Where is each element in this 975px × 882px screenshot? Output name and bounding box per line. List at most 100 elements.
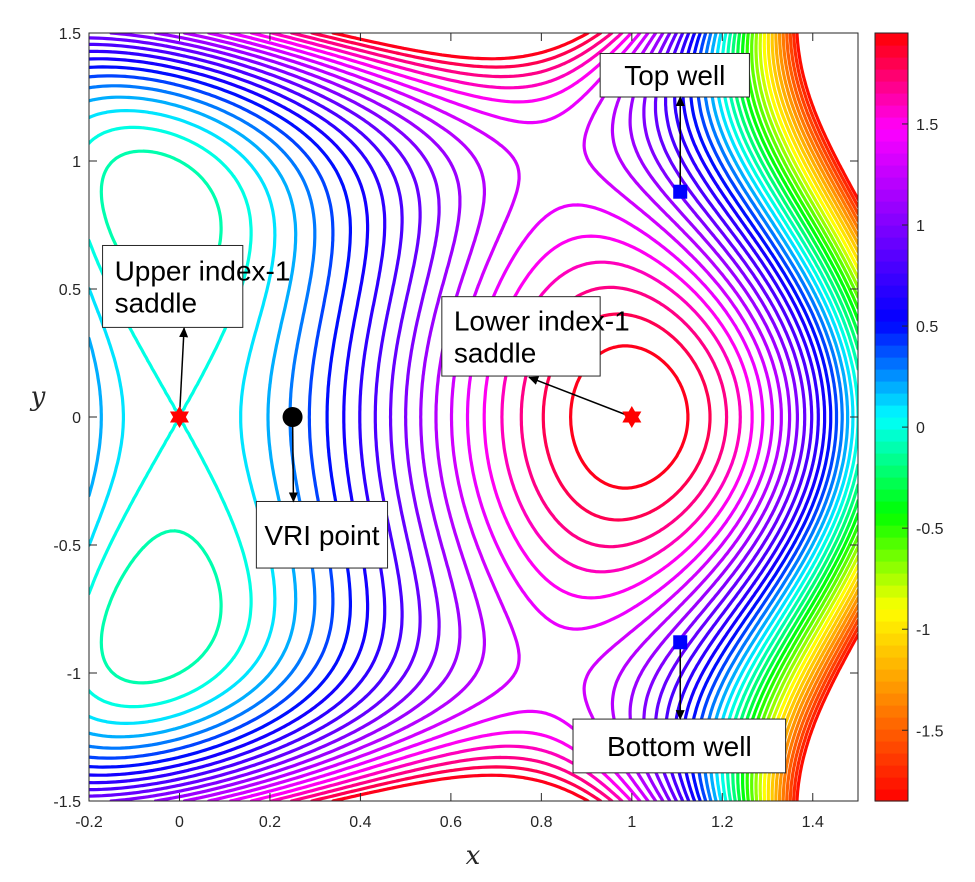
colorbar-segment-14 — [875, 621, 908, 634]
colorbar-segment-9 — [875, 681, 908, 694]
point-markers — [169, 184, 688, 650]
y-tick-label-6: 1.5 — [59, 26, 81, 43]
colorbar-segment-63 — [875, 33, 908, 46]
colorbar-segment-56 — [875, 117, 908, 130]
colorbar-segment-35 — [875, 369, 908, 382]
colorbar-segment-22 — [875, 525, 908, 538]
annotation-text-upper-0: Upper index-1 — [115, 255, 291, 286]
colorbar-segment-53 — [875, 153, 908, 166]
y-axis-label: y — [30, 382, 46, 412]
annotation-text-vri-0: VRI point — [264, 520, 379, 551]
colorbar-segment-2 — [875, 765, 908, 778]
colorbar-segment-18 — [875, 573, 908, 586]
colorbar-segment-11 — [875, 657, 908, 670]
contour-line-21 — [89, 33, 844, 801]
colorbar-tick-label-5: 1 — [916, 218, 925, 235]
colorbar-segment-36 — [875, 357, 908, 370]
colorbar-segment-49 — [875, 201, 908, 214]
colorbar-segment-26 — [875, 477, 908, 490]
colorbar-segment-51 — [875, 177, 908, 190]
annotation-text-upper-1: saddle — [115, 287, 198, 318]
colorbar-segment-10 — [875, 669, 908, 682]
annotation-box-bottom — [572, 718, 787, 774]
colorbar-segment-25 — [875, 489, 908, 502]
x-tick-label-6: 1 — [627, 814, 636, 831]
colorbar-segment-19 — [875, 561, 908, 574]
colorbar-segment-33 — [875, 393, 908, 406]
colorbar-segment-24 — [875, 501, 908, 514]
annotation-arrow-upper — [178, 327, 189, 418]
colorbar-segment-6 — [875, 717, 908, 730]
colorbar-segment-0 — [875, 789, 908, 802]
colorbar-segment-3 — [875, 753, 908, 766]
colorbar-segment-61 — [875, 57, 908, 70]
annotation-text-bottom-0: Bottom well — [607, 731, 752, 762]
colorbar-segment-42 — [875, 285, 908, 298]
contour-line-0 — [795, 33, 858, 801]
contour-line-3 — [785, 33, 858, 801]
colorbar-segment-54 — [875, 141, 908, 154]
colorbar-segment-32 — [875, 405, 908, 418]
colorbar-segment-4 — [875, 741, 908, 754]
colorbar-segment-13 — [875, 633, 908, 646]
colorbar-segment-7 — [875, 705, 908, 718]
y-tick-label-0: -1.5 — [53, 794, 81, 811]
colorbar-segment-55 — [875, 129, 908, 142]
axis-ticks: -0.2 0 0.2 0.4 0.6 0.8 1 1.2 1.4 -1.5 -1 -0.5 0 0.5 1 1… — [53, 26, 858, 831]
x-tick-label-0: -0.2 — [75, 814, 103, 831]
colorbar-segment-1 — [875, 777, 908, 790]
y-tick-label-4: 0.5 — [59, 282, 81, 299]
annotation-box-upper — [102, 244, 244, 328]
colorbar: -1.5 -1 -0.5 0 0.5 1 1.5 — [874, 32, 944, 802]
upper-index-1-saddle-marker — [169, 406, 189, 428]
colorbar-tick-label-4: 0.5 — [916, 319, 938, 336]
colorbar-segment-40 — [875, 309, 908, 322]
contour-line-17 — [99, 33, 858, 801]
colorbar-segment-38 — [875, 333, 908, 346]
y-tick-label-2: -0.5 — [53, 538, 81, 555]
contour-line-2 — [788, 33, 858, 801]
annotation-box-vri — [255, 500, 389, 569]
colorbar-segment-28 — [875, 453, 908, 466]
colorbar-segment-5 — [875, 729, 908, 742]
annotation-box-top — [599, 52, 750, 98]
contour-line-22 — [89, 33, 839, 801]
colorbar-segment-37 — [875, 345, 908, 358]
colorbar-segment-45 — [875, 249, 908, 262]
colorbar-tick-label-3: 0 — [916, 420, 925, 437]
x-tick-label-1: 0 — [175, 814, 184, 831]
vri-point-marker — [282, 407, 303, 427]
annotation-arrow-lower — [528, 376, 633, 418]
colorbar-segment-16 — [875, 597, 908, 610]
x-tick-label-8: 1.4 — [802, 814, 824, 831]
colorbar-segment-52 — [875, 165, 908, 178]
annotation-text-lower-1: saddle — [454, 337, 537, 368]
colorbar-segment-27 — [875, 465, 908, 478]
contour-line-1 — [792, 33, 858, 801]
colorbar-segment-34 — [875, 381, 908, 394]
colorbar-tick-label-0: -1.5 — [916, 723, 944, 740]
x-tick-label-5: 0.8 — [530, 814, 552, 831]
colorbar-segment-8 — [875, 693, 908, 706]
colorbar-segment-44 — [875, 261, 908, 274]
y-tick-label-3: 0 — [72, 410, 81, 427]
colorbar-segment-41 — [875, 297, 908, 310]
x-tick-label-3: 0.4 — [349, 814, 371, 831]
contour-line-4 — [781, 33, 858, 801]
colorbar-segment-17 — [875, 585, 908, 598]
annotation-text-lower-0: Lower index-1 — [454, 305, 630, 336]
colorbar-segment-12 — [875, 645, 908, 658]
colorbar-segment-59 — [875, 81, 908, 94]
colorbar-tick-label-2: -0.5 — [916, 521, 944, 538]
x-axis-label: x — [466, 841, 481, 871]
annotation-arrow-vri — [288, 416, 298, 503]
x-tick-label-2: 0.2 — [259, 814, 281, 831]
annotation-text-top-0: Top well — [624, 60, 725, 91]
colorbar-segment-29 — [875, 441, 908, 454]
lower-index-1-saddle-marker — [622, 406, 642, 428]
colorbar-segment-47 — [875, 225, 908, 238]
colorbar-segment-60 — [875, 69, 908, 82]
y-tick-label-5: 1 — [72, 154, 81, 171]
colorbar-segment-23 — [875, 513, 908, 526]
